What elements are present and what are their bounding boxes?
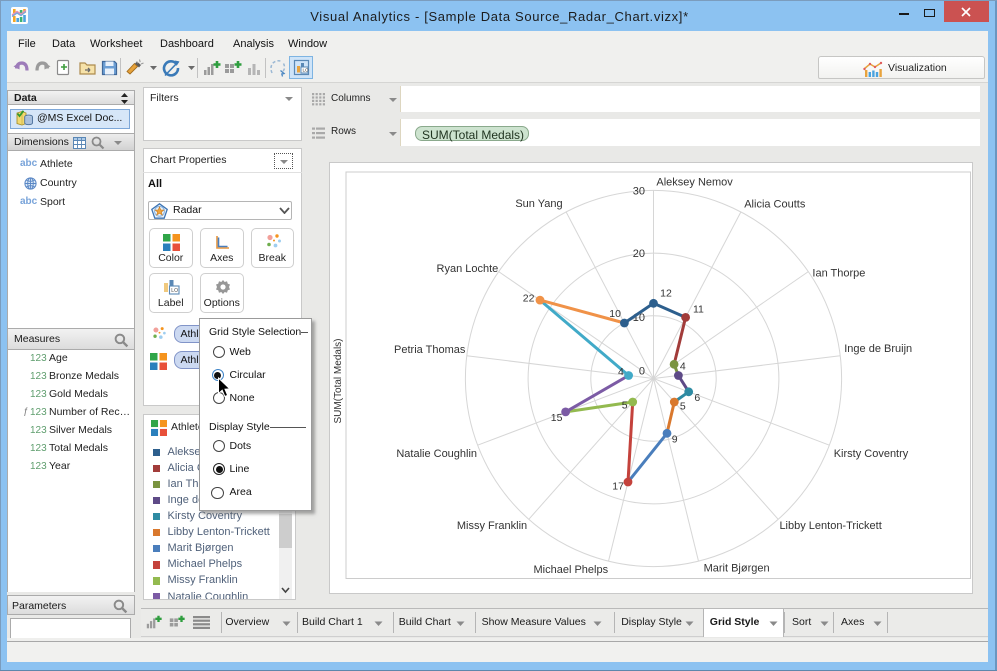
svg-text:Sun Yang: Sun Yang (515, 197, 562, 209)
svg-text:12: 12 (660, 287, 672, 299)
svg-text:17: 17 (612, 480, 624, 492)
svg-text:5: 5 (680, 400, 686, 412)
svg-text:0: 0 (639, 365, 645, 377)
svg-text:9: 9 (672, 433, 678, 445)
svg-text:4: 4 (680, 360, 686, 372)
svg-text:Petria Thomas: Petria Thomas (394, 343, 466, 355)
svg-text:Inge de Bruijn: Inge de Bruijn (844, 343, 912, 355)
svg-text:Marit Bjørgen: Marit Bjørgen (704, 562, 770, 574)
svg-text:6: 6 (694, 391, 700, 403)
svg-text:Ian Thorpe: Ian Thorpe (812, 267, 865, 279)
svg-text:22: 22 (523, 292, 535, 304)
svg-text:Kirsty Coventry: Kirsty Coventry (834, 448, 909, 460)
svg-text:Libby Lenton-Trickett: Libby Lenton-Trickett (779, 520, 881, 532)
svg-text:LO: LO (171, 288, 178, 294)
svg-text:LO: LO (303, 68, 310, 73)
svg-text:11: 11 (693, 303, 704, 315)
svg-text:Aleksey Nemov: Aleksey Nemov (656, 176, 733, 188)
svg-text:Michael Phelps: Michael Phelps (534, 564, 609, 576)
svg-text:20: 20 (633, 247, 645, 259)
svg-text:5: 5 (622, 399, 628, 411)
svg-text:Ryan Lochte: Ryan Lochte (437, 262, 499, 274)
svg-text:4: 4 (618, 366, 624, 378)
svg-text:30: 30 (633, 185, 645, 197)
svg-text:Alicia Coutts: Alicia Coutts (744, 198, 806, 210)
svg-text:10: 10 (609, 308, 621, 320)
svg-text:Natalie Coughlin: Natalie Coughlin (396, 448, 477, 460)
svg-text:15: 15 (551, 412, 563, 424)
svg-text:Missy Franklin: Missy Franklin (457, 520, 527, 532)
